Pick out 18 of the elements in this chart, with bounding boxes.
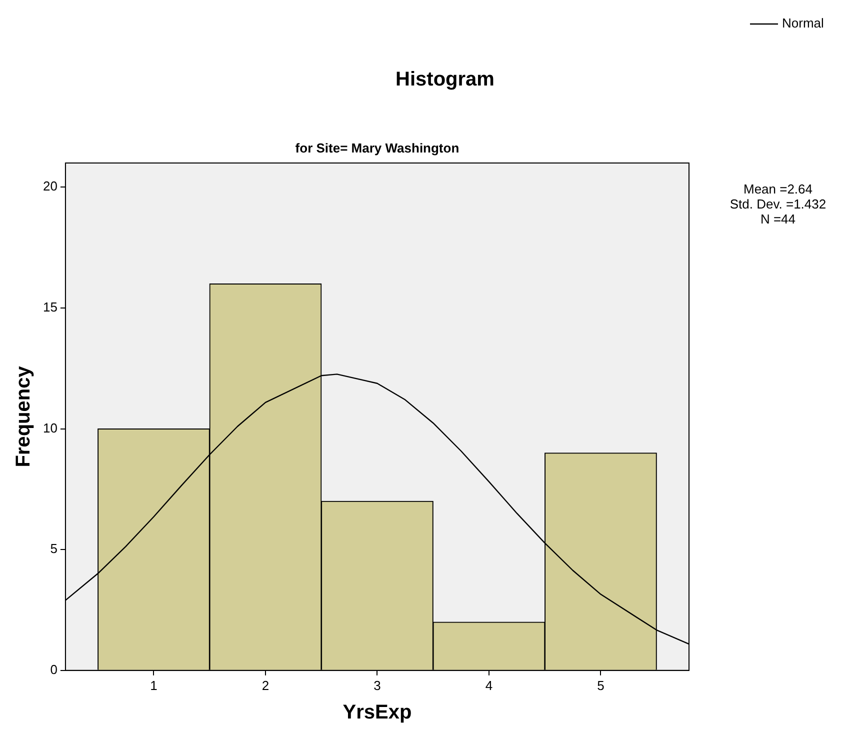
text: Std. Dev. =1.432	[730, 196, 826, 212]
y-tick-label: 20	[42, 178, 58, 194]
text: Mean =2.64	[743, 182, 813, 197]
x-axis-title: YrsExp	[342, 702, 412, 724]
chart-title: Histogram	[396, 68, 494, 91]
y-tick-label: 0	[50, 662, 58, 677]
x-tick-label: 5	[597, 678, 604, 693]
x-tick-label: 4	[485, 678, 493, 693]
y-tick-label: 15	[42, 300, 58, 315]
y-axis-title: Frequency	[12, 365, 35, 468]
legend-label: Normal	[782, 16, 824, 31]
y-tick-label: 5	[50, 541, 58, 556]
chart-subtitle: for Site= Mary Washington	[295, 140, 460, 156]
y-tick-label: 10	[42, 420, 58, 436]
text: N =44	[760, 212, 796, 227]
x-tick-label: 2	[262, 678, 270, 693]
x-tick-label: 1	[150, 678, 158, 693]
x-tick-label: 3	[374, 678, 381, 693]
